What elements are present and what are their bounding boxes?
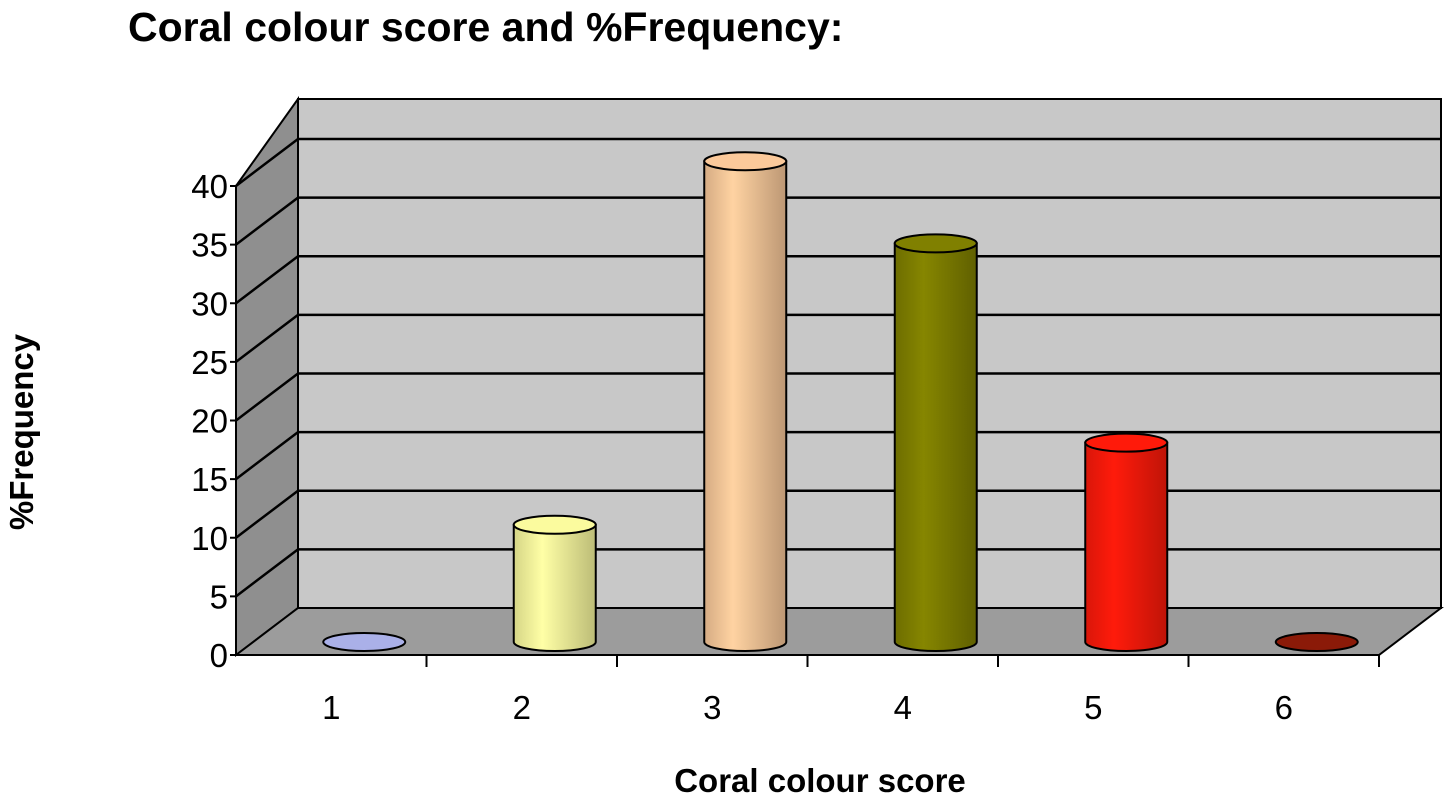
gridline (235, 372, 1441, 422)
y-tick-label: 40 (191, 168, 228, 205)
bar-top (703, 151, 788, 172)
gridline (235, 548, 1441, 598)
bar-top (512, 514, 597, 535)
back-wall (297, 98, 1442, 609)
gridline (235, 430, 1441, 481)
y-tick-label: 15 (191, 461, 228, 498)
bar-6 (1274, 632, 1359, 652)
y-tick-label: 35 (191, 227, 228, 264)
y-tick-label: 25 (191, 344, 228, 381)
bar-body (893, 242, 978, 652)
gridline (235, 489, 1441, 539)
gridlines (235, 137, 1441, 598)
y-tick-label: 5 (210, 578, 228, 615)
gridline (235, 255, 1441, 305)
y-tick-labels: 0 5 10 15 20 25 30 35 40 (191, 168, 228, 674)
gridline (235, 313, 1441, 363)
bar-5 (1084, 432, 1169, 652)
x-tick-labels: 1 2 3 4 5 6 (322, 689, 1293, 726)
bar-body (512, 523, 597, 652)
floor (233, 607, 1444, 656)
bars (322, 151, 1359, 652)
x-axis-label: Coral colour score (674, 762, 966, 799)
y-tick-label: 0 (210, 637, 228, 674)
bar-4 (893, 233, 978, 652)
gridline (235, 196, 1441, 246)
bar-body (1084, 441, 1169, 652)
x-tick-label: 4 (894, 689, 912, 726)
x-tick-label: 2 (513, 689, 531, 726)
y-axis-label: %Frequency (3, 333, 40, 530)
bar-1 (322, 632, 407, 652)
x-tick-label: 5 (1084, 689, 1102, 726)
gridline (235, 137, 1441, 187)
y-tick-label: 30 (191, 285, 228, 322)
bar-2 (512, 514, 597, 652)
axes (230, 185, 1380, 667)
bar-body (703, 160, 788, 652)
y-tick-label: 10 (191, 520, 228, 557)
bar-3 (703, 151, 788, 652)
bar-top (893, 233, 978, 254)
bar-top (1274, 632, 1359, 652)
chart-back-wall (233, 95, 1444, 658)
x-tick-label: 3 (703, 689, 721, 726)
bar-top (1084, 432, 1169, 453)
chart-title: Coral colour score and %Frequency: (128, 4, 844, 50)
bar-top (322, 632, 407, 652)
x-tick-label: 1 (322, 689, 340, 726)
y-tick-label: 20 (191, 403, 228, 440)
x-tick-label: 6 (1275, 689, 1293, 726)
